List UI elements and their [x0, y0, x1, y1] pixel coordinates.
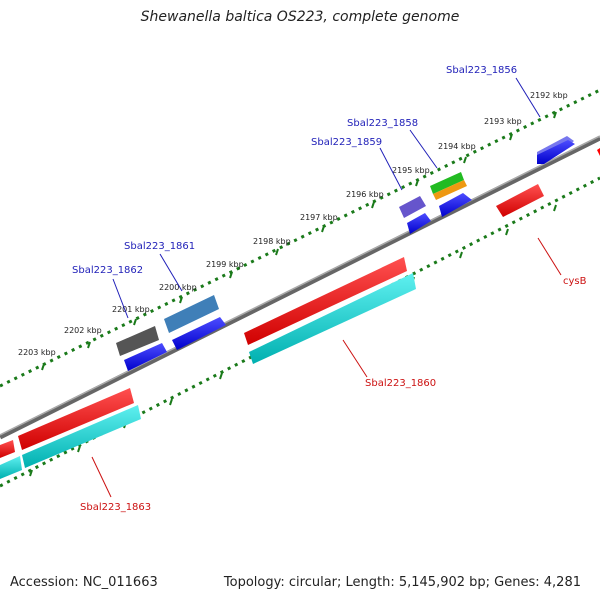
scale-label-2197: 2197 kbp [300, 213, 338, 222]
gene-feature [18, 388, 134, 450]
cds-feature [172, 317, 226, 350]
gene-label-sbal223-1858: Sbal223_1858 [347, 118, 418, 129]
gene-label-sbal223-1863: Sbal223_1863 [80, 502, 151, 513]
gene-label-sbal223-1856: Sbal223_1856 [446, 65, 517, 76]
cds-feature [249, 273, 416, 364]
gene-feature [0, 440, 15, 458]
gene-feature [597, 148, 600, 156]
scale-label-2195: 2195 kbp [392, 166, 430, 175]
accession-text: Accession: NC_011663 [10, 575, 158, 590]
genome-summary-text: Topology: circular; Length: 5,145,902 bp… [223, 575, 581, 590]
cds-feature [124, 343, 167, 371]
gene-feature [399, 196, 426, 218]
label-connectors [91, 77, 562, 498]
gene-feature [164, 295, 219, 333]
gene-feature [116, 326, 159, 356]
genome-backbone [0, 135, 600, 440]
cds-feature [537, 140, 575, 164]
cds-feature [22, 405, 141, 468]
gene-label-cysb: cysB [563, 276, 587, 287]
gene-feature [430, 172, 464, 194]
scale-labels: 2192 kbp 2193 kbp 2194 kbp 2195 kbp 2196… [18, 91, 568, 357]
gene-label-sbal223-1860: Sbal223_1860 [365, 378, 436, 389]
forward-scale-ticks [41, 111, 557, 371]
scale-label-2198: 2198 kbp [253, 237, 291, 246]
gene-feature [433, 180, 467, 200]
scale-label-2202: 2202 kbp [64, 326, 102, 335]
scale-label-2193: 2193 kbp [484, 117, 522, 126]
cds-feature [439, 193, 472, 217]
scale-label-2194: 2194 kbp [438, 142, 476, 151]
gene-label-sbal223-1859: Sbal223_1859 [311, 137, 382, 148]
gene-labels: Sbal223_1856 Sbal223_1858 Sbal223_1859 S… [72, 65, 587, 513]
scale-label-2196: 2196 kbp [346, 190, 384, 199]
forward-genes [116, 136, 575, 371]
scale-label-2201: 2201 kbp [112, 305, 150, 314]
scale-label-2203: 2203 kbp [18, 348, 56, 357]
map-title: Shewanella baltica OS223, complete genom… [140, 9, 460, 25]
cds-feature [0, 456, 22, 479]
gene-feature [244, 257, 407, 345]
gene-label-sbal223-1862: Sbal223_1862 [72, 265, 143, 276]
reverse-genes [0, 184, 544, 479]
cds-feature [407, 213, 431, 234]
gene-label-sbal223-1861: Sbal223_1861 [124, 241, 195, 252]
scale-label-2199: 2199 kbp [206, 260, 244, 269]
scale-label-2192: 2192 kbp [530, 91, 568, 100]
scale-label-2200: 2200 kbp [159, 283, 197, 292]
gene-feature [496, 184, 544, 217]
